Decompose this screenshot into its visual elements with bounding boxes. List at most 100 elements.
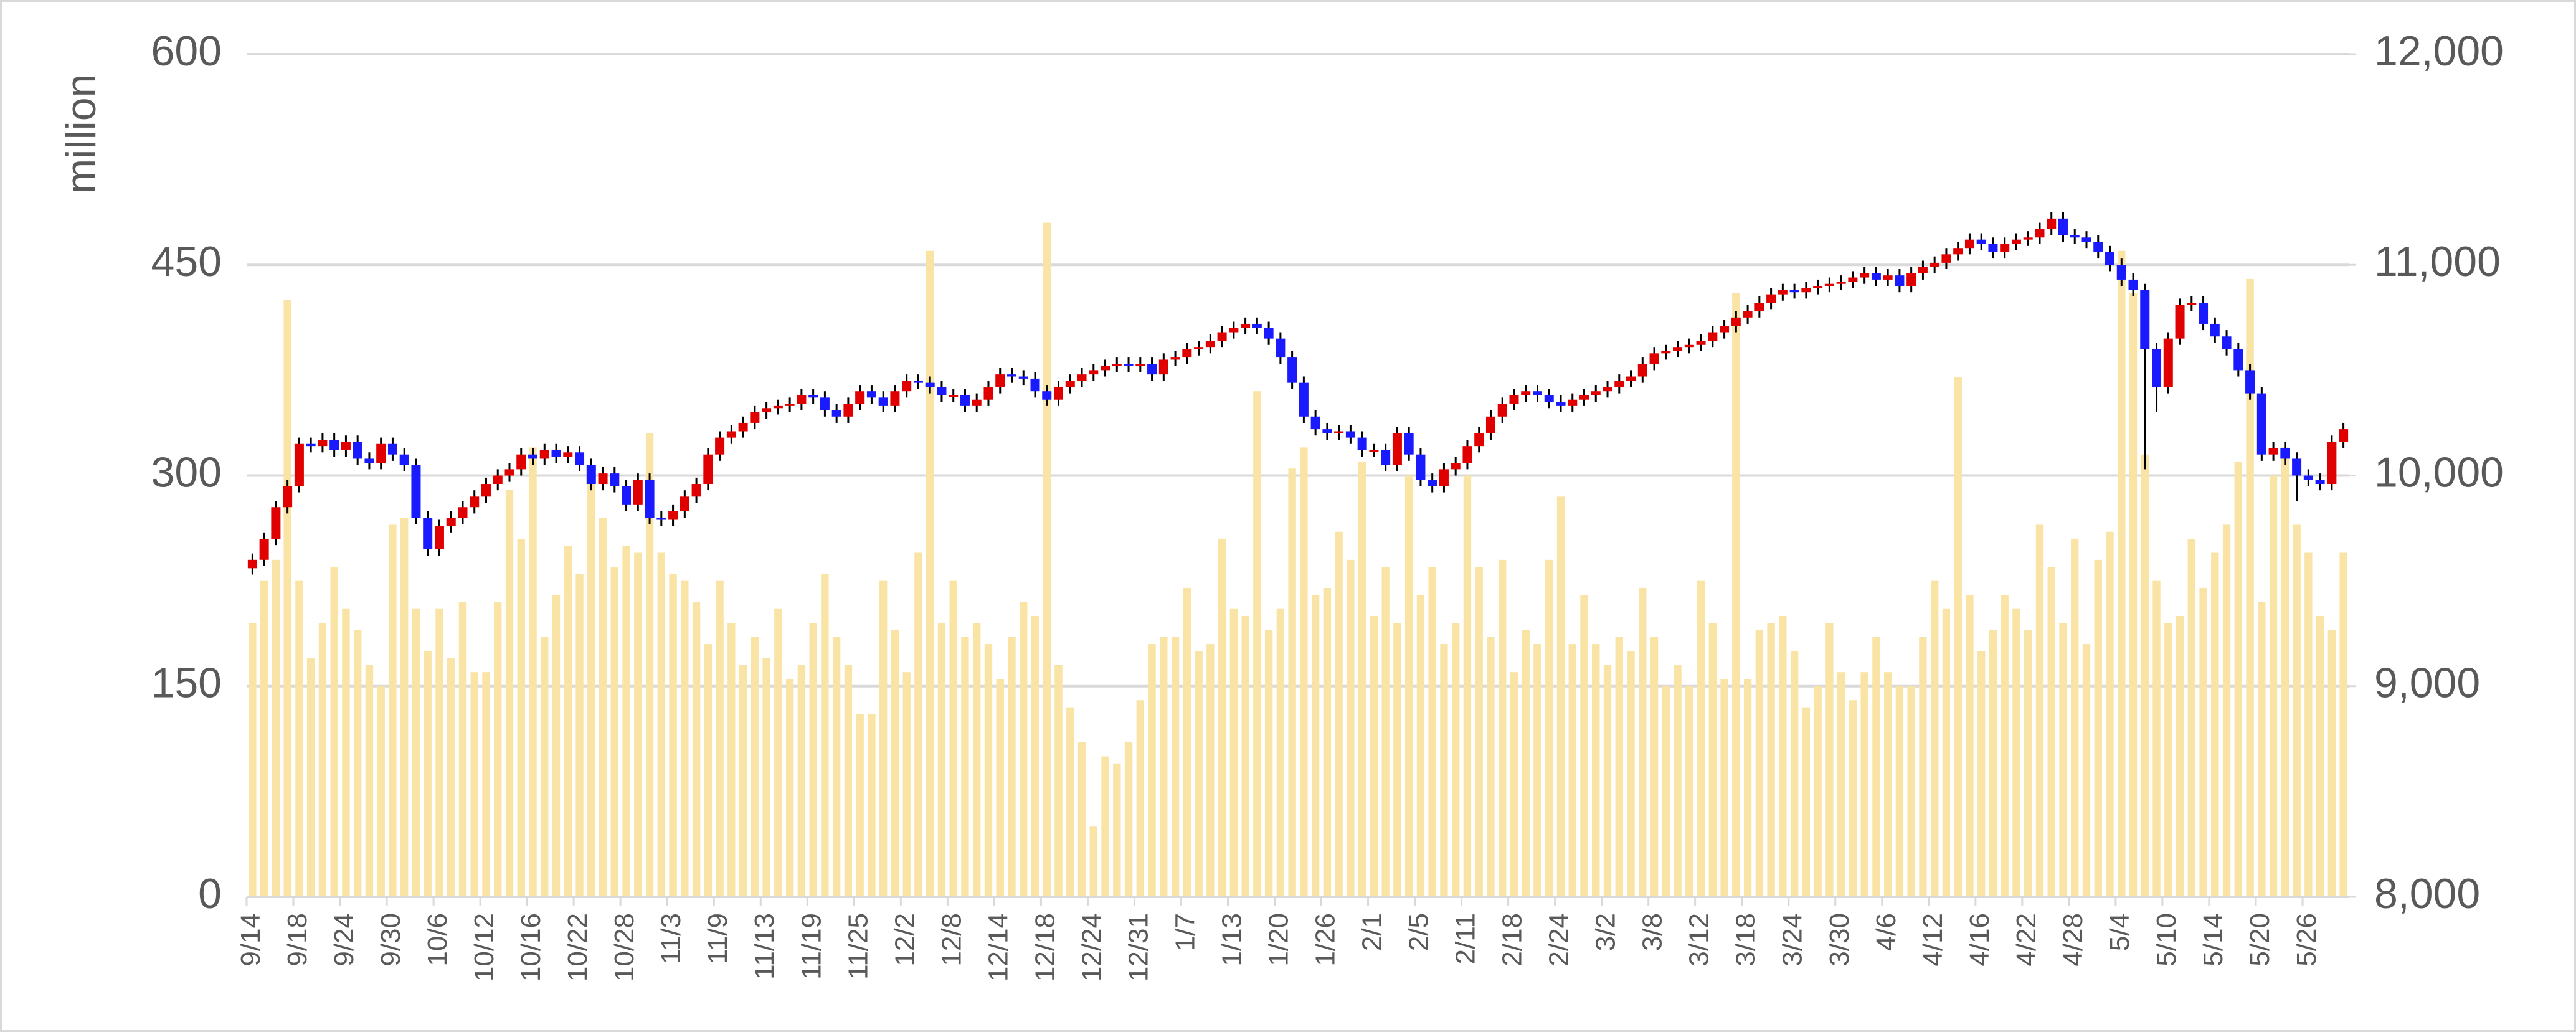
candle-body [283, 486, 293, 508]
y2-tick-label: 8,000 [2374, 870, 2480, 917]
candle-body [1462, 446, 1472, 463]
candle-body [913, 381, 923, 383]
volume-bar [2293, 524, 2301, 897]
x-tick-label: 12/2 [889, 913, 920, 967]
volume-bar [914, 552, 922, 897]
candle-body [2011, 239, 2021, 244]
volume-bar [1416, 595, 1425, 897]
candle-body [1509, 395, 1519, 404]
candle-body [1264, 328, 1274, 339]
volume-bar [1323, 587, 1332, 897]
candle-body [1720, 326, 1730, 333]
candle-body [1392, 433, 1402, 465]
candle-body [1158, 359, 1168, 375]
volume-bar [2246, 278, 2254, 897]
volume-bar [1907, 686, 1915, 897]
candle-body [1836, 282, 1846, 284]
y-tick-label: 600 [151, 27, 222, 75]
candle-body [715, 437, 725, 455]
candle-body [259, 538, 269, 560]
candle-body [1428, 480, 1437, 486]
volume-bar [505, 490, 514, 897]
volume-bar [1020, 602, 1028, 897]
volume-bar [1989, 630, 1997, 897]
volume-bar [1580, 595, 1588, 897]
volume-bar [2035, 524, 2044, 897]
volume-bar [1662, 686, 1670, 897]
candle-body [645, 480, 655, 518]
candle-body [2175, 305, 2185, 339]
candle-body [2047, 218, 2057, 229]
x-tick-label: 1/20 [1263, 913, 1294, 967]
x-tick-label: 1/7 [1170, 913, 1200, 951]
candle-body [1089, 370, 1099, 375]
candle-body [586, 465, 596, 485]
volume-bar [424, 651, 432, 897]
volume-bar [1849, 700, 1857, 897]
volume-bar [1113, 763, 1121, 897]
candle-body [960, 395, 970, 406]
candle-body [1883, 275, 1893, 280]
candle-body [1591, 391, 1601, 395]
volume-bar [1568, 644, 1576, 897]
candle-body [1941, 254, 1951, 263]
volume-bar [902, 672, 911, 897]
candle-body [773, 405, 783, 409]
candle-body [1497, 404, 1507, 417]
candle-body [1579, 395, 1589, 400]
candle-body [1988, 244, 1998, 252]
candle-body [1357, 437, 1367, 450]
volume-bar [1300, 447, 1308, 897]
candle-body [1334, 431, 1344, 433]
volume-bar [809, 623, 817, 897]
candle-body [622, 486, 632, 505]
volume-bar [400, 518, 409, 897]
volume-bar [821, 574, 829, 897]
volume-bar [1837, 672, 1845, 897]
candle-body [1287, 357, 1297, 383]
volume-bar [564, 546, 572, 897]
candle-body [1684, 344, 1694, 348]
candle-body [493, 475, 503, 485]
volume-bar [1253, 391, 1261, 897]
volume-bar [2047, 567, 2055, 897]
candle-body [855, 391, 865, 404]
candle-body [1906, 273, 1916, 286]
candle-body [1626, 376, 1636, 381]
volume-bar [832, 637, 841, 897]
candle-body [1871, 273, 1881, 280]
volume-bar [1428, 567, 1436, 897]
candle-body [1241, 323, 1251, 328]
volume-bar [1872, 637, 1880, 897]
candle-body [1532, 391, 1542, 395]
volume-bar [283, 300, 291, 897]
candle-body [1439, 469, 1449, 486]
volume-bar [984, 644, 993, 897]
volume-bar [1942, 608, 1951, 897]
x-tick-label: 10/16 [516, 913, 546, 982]
candle-body [949, 395, 959, 397]
x-tick-label: 5/14 [2198, 913, 2228, 967]
volume-bar [1171, 637, 1180, 897]
candle-body [1030, 378, 1040, 392]
x-tick-label: 4/6 [1871, 913, 1901, 951]
volume-bar [1802, 707, 1811, 897]
volume-bar [2082, 644, 2091, 897]
candle-body [294, 443, 304, 486]
candle-body [2210, 323, 2220, 337]
volume-bar [1054, 665, 1063, 897]
candle-body [1848, 277, 1858, 282]
volume-bar [377, 686, 385, 897]
candle-body [1544, 395, 1554, 402]
x-tick-label: 4/12 [1918, 913, 1948, 967]
volume-bar [1440, 644, 1448, 897]
candle-body [680, 496, 689, 512]
x-tick-label: 10/6 [422, 913, 453, 967]
candle-body [1661, 351, 1671, 354]
x-tick-label: 11/9 [703, 913, 733, 964]
volume-bar [1720, 679, 1728, 897]
volume-bar [342, 608, 350, 897]
volume-bar [318, 623, 327, 897]
volume-bar [1393, 623, 1401, 897]
x-tick-label: 9/30 [376, 913, 406, 967]
